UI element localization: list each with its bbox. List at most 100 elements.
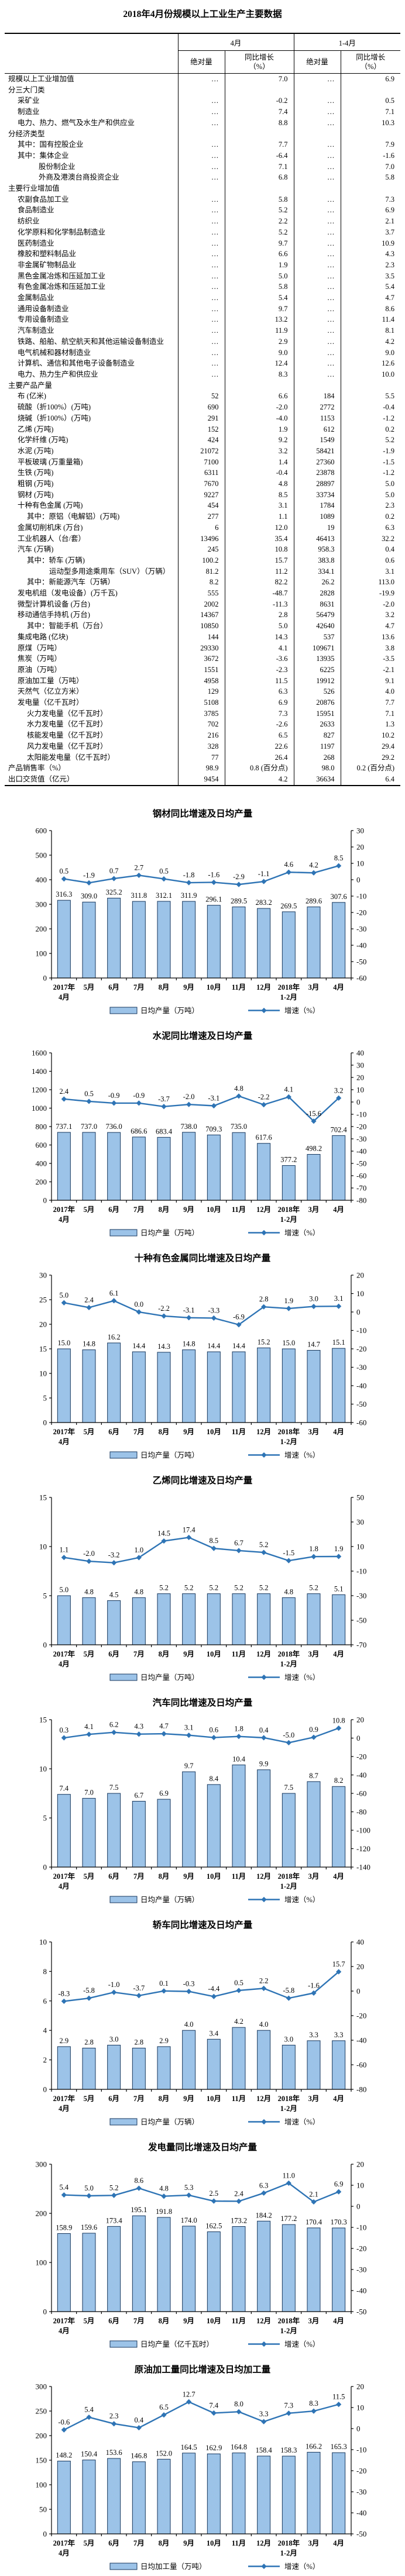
bars (57, 1764, 346, 1868)
x-axis-label: 4月 (59, 1438, 70, 1446)
left-axis-tick-label: 10 (39, 1937, 47, 1946)
row-label: 分三大门类 (8, 85, 45, 94)
cell-value: 14367 (177, 609, 225, 621)
table-row: 钢材 (万吨) 9227 8.5 33734 5.0 (5, 489, 401, 501)
bar (157, 1352, 171, 1423)
right-axis-tick-label: -40 (356, 1146, 366, 1155)
x-axis-label: 11月 (232, 1428, 246, 1436)
table-row: 纺织业… 2.2… 2.1 (5, 216, 401, 227)
left-axis-tick-label: 10 (39, 1764, 47, 1773)
line-marker (111, 1989, 117, 1995)
line-marker (236, 1988, 242, 1993)
line-marker (111, 2420, 117, 2427)
table-row: 橡胶和塑料制品业… 6.6… 4.3 (5, 249, 401, 260)
bar (207, 2231, 221, 2312)
cell-value: … (177, 281, 225, 293)
row-label: 医药制造业 (18, 239, 54, 247)
bar (257, 908, 271, 979)
x-axis-label: 9月 (183, 1872, 194, 1881)
line-marker (236, 1548, 242, 1554)
cell-value: -3.6 (224, 653, 294, 664)
row-label: 平板玻璃 (万重量箱) (18, 457, 83, 466)
row-label: 金属切削机床 (万台) (18, 523, 83, 532)
legend-bar-label: 日均产量（万吨） (140, 1673, 199, 1682)
line-value-label: -0.9 (133, 1091, 145, 1100)
bar (182, 1771, 196, 1868)
line-value-label: 1.9 (284, 1297, 294, 1305)
electricity-combo-chart: 发电量同比增速及日均产量 158.9 159.6 173.4 195.1 191.8 174… (36, 2141, 367, 2348)
cell-value: -1.9 (340, 445, 401, 457)
cell-value: 1.1 (224, 511, 294, 522)
line-value-label: -1.5 (283, 1549, 294, 1557)
right-axis-tick-label: -50 (356, 1400, 366, 1408)
bar-value-label: 15.0 (57, 1339, 70, 1347)
left-axis-tick-label: 1000 (32, 1104, 47, 1113)
bar (132, 2047, 146, 2090)
bar-value-label: 737.0 (81, 1122, 97, 1131)
row-label: 农副食品加工业 (18, 195, 69, 204)
right-axis-tick-label: 0 (356, 875, 361, 884)
table-row: 食品制造业… 5.2… 6.9 (5, 205, 401, 216)
cell-value: 0.8 (百分点) (224, 763, 294, 774)
cell-value: 1089 (293, 511, 341, 522)
line-value-label: 1.8 (309, 1545, 318, 1553)
line-marker (286, 1740, 291, 1745)
x-axis-label: 8月 (159, 2095, 170, 2103)
line-value-label: -1.9 (83, 871, 95, 879)
x-axis-label: 10月 (207, 1650, 221, 1658)
line-value-label: -3.3 (208, 1306, 219, 1314)
table-row: 发电机组（发电设备）(万千瓦) 555 -48.7 2828 -19.9 (5, 588, 401, 599)
bar-value-label: 7.4 (60, 1784, 69, 1792)
legend-line-marker (261, 1230, 267, 1235)
x-axis-label: 1-2月 (280, 2327, 297, 2335)
cell-value: 8631 (293, 598, 341, 610)
line-value-label: 6.3 (259, 2181, 269, 2189)
cell-value: 0.2 (百分点) (340, 763, 401, 774)
x-axis-label: 5月 (84, 2095, 95, 2103)
line-marker (261, 2190, 267, 2196)
left-axis-tick-label: 500 (36, 850, 47, 859)
x-axis-label: 7月 (133, 1428, 145, 1436)
line-value-label: 5.2 (259, 1541, 269, 1549)
cell-value: … (177, 292, 225, 304)
row-label: 有色金属冶炼和压延加工业 (18, 283, 106, 291)
right-axis-tick-label: -10 (356, 1326, 366, 1335)
x-axis-label: 1-2月 (280, 2105, 297, 2113)
x-axis-label: 8月 (159, 1650, 170, 1658)
cell-value: 1197 (293, 741, 341, 752)
row-label: 集成电路 (亿块) (18, 632, 68, 641)
cell-value: 6.9 (224, 697, 294, 708)
left-axis-tick-label: 0 (43, 1862, 47, 1871)
table-row: 移动通信手持机 (万台) 14367 2.8 56479 3.2 (5, 609, 401, 621)
cell-value: 454 (177, 500, 225, 512)
line-marker (136, 1992, 142, 1999)
x-axis-label: 2018年 (278, 1872, 300, 1881)
cell-value: 8.2 (177, 577, 225, 588)
axes (49, 2164, 353, 2314)
bar (232, 2027, 246, 2090)
bar-value-label: 164.8 (231, 2443, 247, 2451)
cell-value: -2.1 (340, 664, 401, 676)
chart-legend: 日均产量（万吨） 增速（%） (109, 1228, 320, 1237)
cell-value: -2.0 (224, 402, 294, 413)
row-label: 核能发电量（亿千瓦时） (27, 731, 108, 740)
left-axis-tick-label: 0 (43, 973, 47, 982)
bar (82, 1132, 96, 1201)
bar-value-label: 5.2 (259, 1583, 269, 1592)
table-row: 天然气（亿立方米） 129 6.3 526 4.0 (5, 686, 401, 698)
bar (207, 1593, 221, 1645)
x-axis-label: 3月 (308, 1650, 320, 1658)
bar (82, 1797, 96, 1868)
bar-value-label: 7.5 (109, 1783, 119, 1792)
cell-value: 5.5 (340, 391, 401, 402)
cell-value: 245 (177, 544, 225, 555)
chart-cement: 水泥同比增速及日均产量 737.1 737.0 736.0 686.6 683.4 738.… (0, 1024, 405, 1242)
line-value-label: 3.3 (259, 2410, 269, 2418)
row-label: 原油加工量（万吨） (18, 676, 84, 685)
cell-value: 9227 (177, 489, 225, 501)
bar-value-label: 170.3 (331, 2218, 347, 2226)
legend-line-marker (261, 1007, 267, 1013)
legend-bar-label: 日均加工量（万吨） (140, 2563, 207, 2571)
line-value-label: 0.5 (159, 867, 169, 875)
bar (257, 2456, 271, 2534)
